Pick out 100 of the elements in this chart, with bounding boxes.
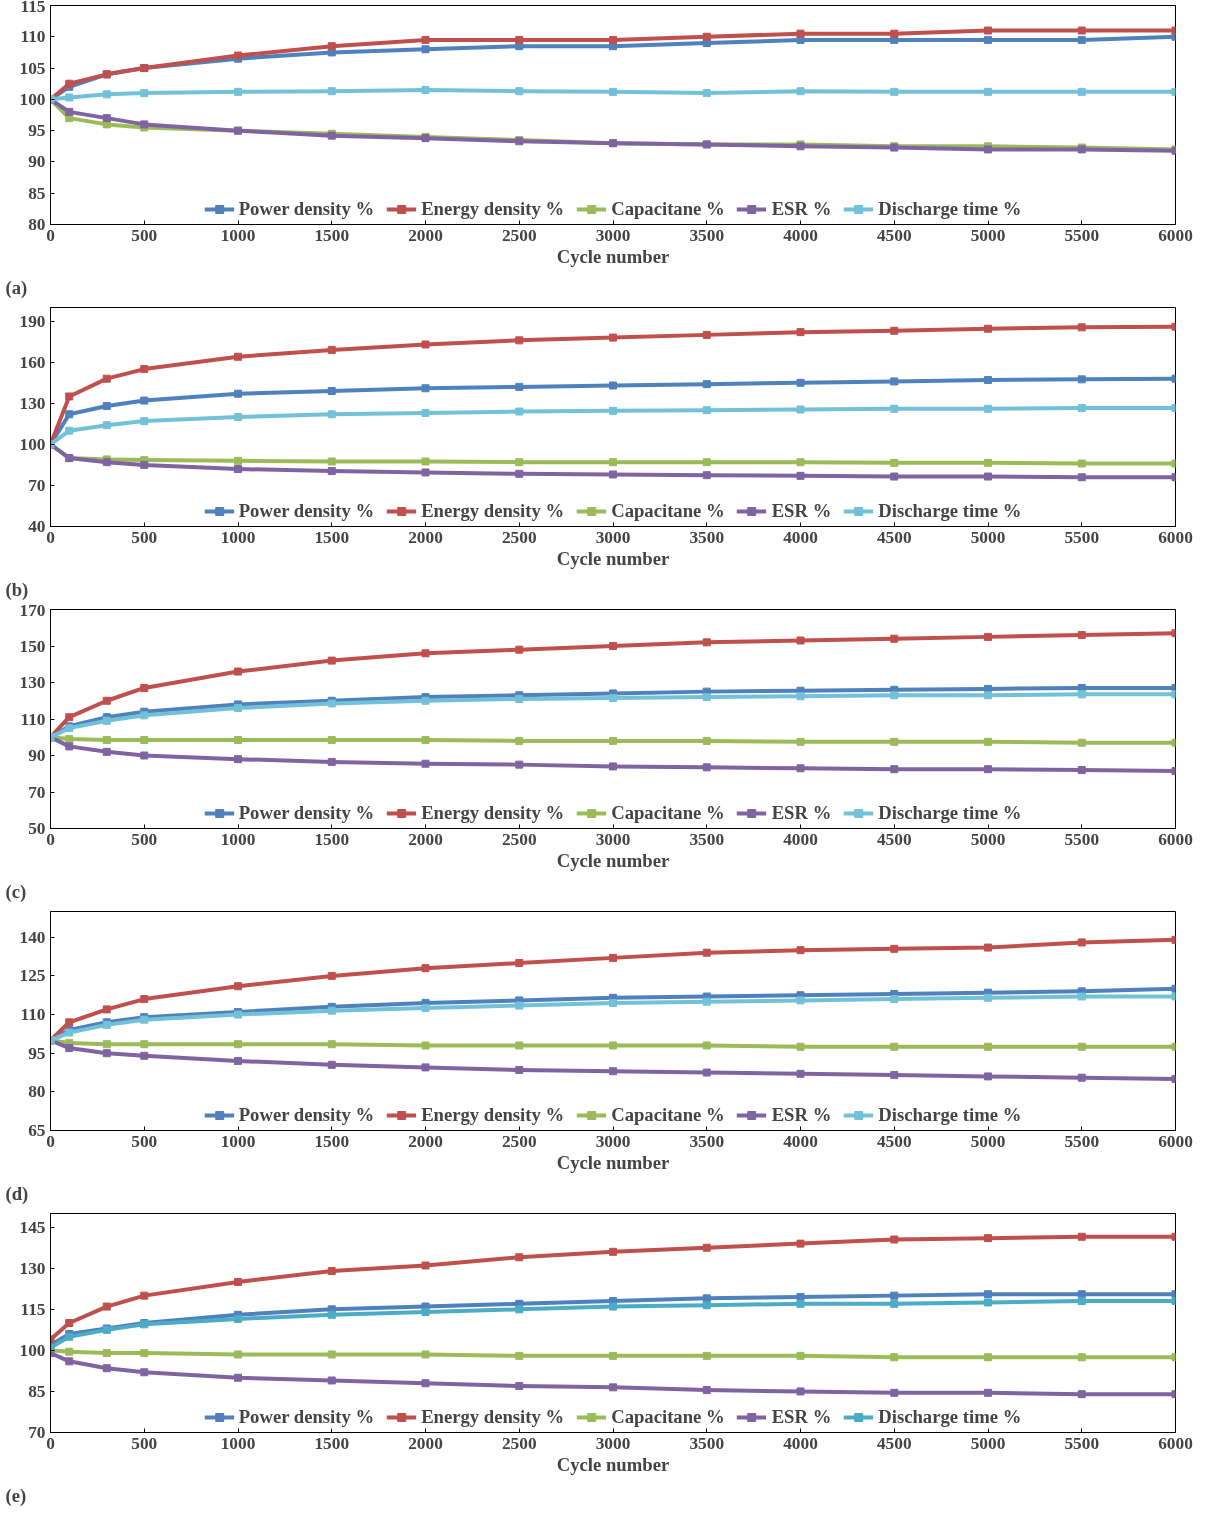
x-axis-title: Cycle number <box>556 547 670 569</box>
x-tick-label: 4000 <box>783 1131 818 1151</box>
legend-label: Capacitane % <box>611 802 725 824</box>
x-tick-label: 6000 <box>1158 527 1193 547</box>
x-tick-label: 4000 <box>783 225 818 245</box>
x-tick-label: 5500 <box>1064 1433 1100 1453</box>
x-tick-label: 4000 <box>783 527 818 547</box>
x-tick-label: 0 <box>46 829 55 849</box>
legend-label: ESR % <box>771 802 832 824</box>
y-tick-label: 70 <box>28 475 46 495</box>
x-tick-label: 6000 <box>1158 1131 1193 1151</box>
text: (d) <box>5 1182 29 1205</box>
legend-label: Discharge time % <box>878 500 1022 522</box>
x-tick-label: 3000 <box>595 527 631 547</box>
text: (e) <box>5 1484 27 1507</box>
y-tick-label: 130 <box>19 673 46 692</box>
legend-label: ESR % <box>771 500 832 522</box>
x-tick-label: 1000 <box>220 527 256 547</box>
x-tick-label: 3000 <box>595 225 631 245</box>
x-tick-label: 6000 <box>1158 829 1193 849</box>
y-tick-label: 90 <box>28 152 46 172</box>
y-tick-label: 105 <box>19 58 46 78</box>
x-tick-label: 2000 <box>408 829 443 849</box>
y-tick-label: 115 <box>20 1299 46 1319</box>
x-tick-label: 1500 <box>314 225 350 245</box>
y-tick-label: 125 <box>19 966 46 986</box>
x-tick-label: 3500 <box>689 527 725 547</box>
x-tick-label: 4000 <box>783 1433 818 1453</box>
y-tick-label: 100 <box>19 1340 46 1360</box>
x-tick-label: 3500 <box>689 1131 725 1151</box>
x-tick-label: 2500 <box>501 1131 537 1151</box>
legend-label: Capacitane % <box>611 1104 725 1126</box>
y-tick-label: 150 <box>19 636 46 656</box>
text: (a) <box>5 276 28 299</box>
x-tick-label: 1000 <box>220 1131 256 1151</box>
y-tick-label: 85 <box>28 183 46 203</box>
legend-label: Discharge time % <box>878 198 1022 220</box>
x-axis-title: Cycle number <box>556 1453 670 1475</box>
y-tick-label: 80 <box>28 1082 46 1102</box>
y-tick-label: 70 <box>28 782 46 802</box>
y-tick-label: 95 <box>28 1043 46 1063</box>
x-tick-label: 2000 <box>408 527 443 547</box>
x-tick-label: 2000 <box>408 1433 443 1453</box>
x-tick-label: 1500 <box>314 527 350 547</box>
legend-label: Power density % <box>238 1406 375 1428</box>
x-tick-label: 500 <box>131 225 158 245</box>
y-tick-label: 110 <box>20 1005 46 1025</box>
legend-label: Capacitane % <box>611 1406 725 1428</box>
x-tick-label: 3500 <box>689 1433 725 1453</box>
x-tick-label: 1500 <box>314 829 350 849</box>
legend-label: Energy density % <box>421 198 565 220</box>
legend-label: Power density % <box>238 500 375 522</box>
x-tick-label: 0 <box>46 1433 55 1453</box>
x-tick-label: 5000 <box>970 527 1006 547</box>
x-tick-label: 500 <box>131 527 158 547</box>
x-tick-label: 4000 <box>783 829 818 849</box>
x-tick-label: 2500 <box>501 527 537 547</box>
x-tick-label: 5500 <box>1064 829 1100 849</box>
x-tick-label: 5000 <box>970 225 1006 245</box>
y-tick-label: 140 <box>19 927 46 947</box>
y-tick-label: 65 <box>28 1121 46 1140</box>
y-tick-label: 40 <box>28 517 46 536</box>
x-tick-label: 0 <box>46 527 55 547</box>
y-tick-label: 100 <box>19 89 46 109</box>
legend-label: Energy density % <box>421 1104 565 1126</box>
y-tick-label: 170 <box>19 600 46 620</box>
text: (c) <box>5 880 27 903</box>
y-tick-label: 80 <box>28 215 46 234</box>
y-tick-label: 190 <box>19 311 46 331</box>
x-tick-label: 2000 <box>408 225 443 245</box>
y-tick-label: 130 <box>19 393 46 413</box>
x-tick-label: 6000 <box>1158 225 1193 245</box>
legend-label: Power density % <box>238 802 375 824</box>
x-tick-label: 4500 <box>876 1131 912 1151</box>
legend-label: Energy density % <box>421 802 565 824</box>
x-tick-label: 3000 <box>595 1131 631 1151</box>
y-tick-label: 50 <box>28 819 46 838</box>
x-tick-label: 1000 <box>220 225 256 245</box>
y-tick-label: 70 <box>28 1423 46 1442</box>
x-tick-label: 3500 <box>689 829 725 849</box>
legend-label: Power density % <box>238 198 375 220</box>
y-tick-label: 115 <box>20 0 46 16</box>
x-tick-label: 500 <box>131 1433 158 1453</box>
x-tick-label: 6000 <box>1158 1433 1193 1453</box>
legend-label: Energy density % <box>421 1406 565 1428</box>
x-tick-label: 4500 <box>876 1433 912 1453</box>
x-tick-label: 3500 <box>689 225 725 245</box>
x-tick-label: 2000 <box>408 1131 443 1151</box>
x-tick-label: 3000 <box>595 829 631 849</box>
text: (b) <box>5 578 29 601</box>
x-tick-label: 5500 <box>1064 225 1100 245</box>
y-tick-label: 110 <box>20 709 46 729</box>
legend-label: ESR % <box>771 1104 832 1126</box>
x-tick-label: 5500 <box>1064 1131 1100 1151</box>
legend-label: Discharge time % <box>878 802 1022 824</box>
x-tick-label: 5500 <box>1064 527 1100 547</box>
x-tick-label: 1000 <box>220 829 256 849</box>
x-tick-label: 2500 <box>501 225 537 245</box>
y-tick-label: 160 <box>19 352 46 372</box>
x-tick-label: 4500 <box>876 225 912 245</box>
